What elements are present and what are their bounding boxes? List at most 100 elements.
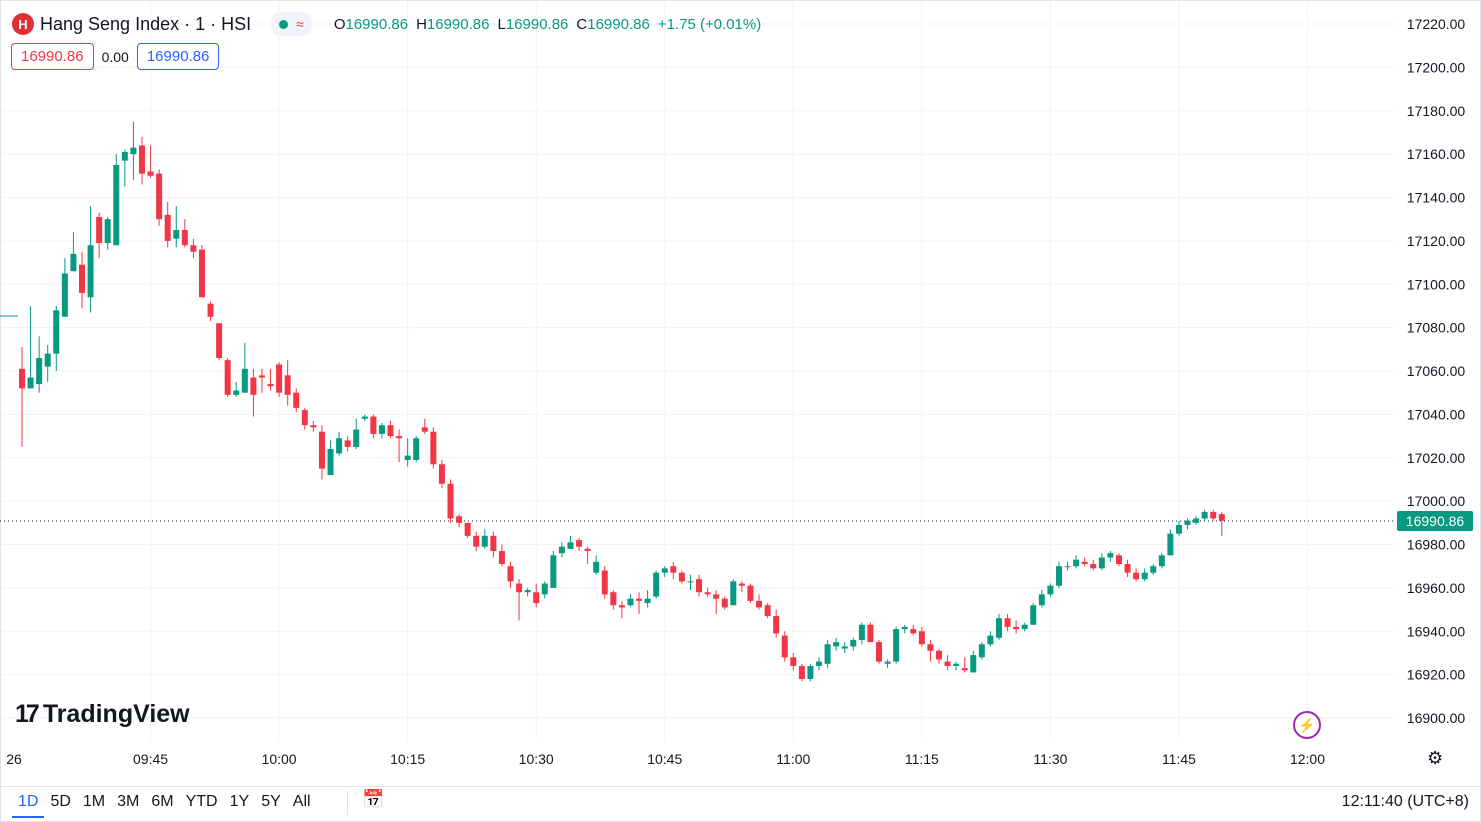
- candle: [353, 418, 360, 450]
- candle-body: [1210, 511, 1217, 519]
- candle: [790, 652, 797, 671]
- range-5d[interactable]: 5D: [50, 793, 71, 810]
- candle-body: [721, 598, 728, 608]
- candle: [318, 425, 325, 480]
- candle-body: [798, 665, 805, 679]
- y-tick-label: 17180.00: [1407, 103, 1466, 119]
- candle: [121, 149, 128, 187]
- candle-body: [576, 540, 583, 547]
- candle-body: [318, 431, 325, 469]
- candle: [164, 201, 171, 248]
- candle-body: [293, 392, 300, 408]
- range-1y[interactable]: 1Y: [229, 793, 250, 810]
- calendar-icon[interactable]: 📅: [362, 789, 385, 809]
- candle-body: [790, 657, 797, 666]
- x-tick-label: 11:45: [1162, 751, 1196, 767]
- x-tick-label: 11:15: [905, 751, 939, 767]
- candle: [310, 420, 317, 432]
- candle-body: [507, 566, 514, 582]
- range-3m[interactable]: 3M: [117, 793, 140, 810]
- candle-body: [704, 592, 711, 595]
- open-value: 16990.86: [345, 15, 409, 33]
- candle-body: [627, 598, 634, 606]
- candle-body: [310, 425, 317, 428]
- x-axis[interactable]: 26 09:45 10:00 10:15 10:30 10:45 11:00 11:15 11:…: [6, 751, 1325, 767]
- candle: [1055, 561, 1062, 588]
- candle: [533, 583, 540, 608]
- candle: [935, 648, 942, 664]
- range-1d[interactable]: 1D: [12, 793, 45, 818]
- candle: [918, 626, 925, 647]
- x-tick-label: 10:45: [647, 751, 682, 767]
- candle-body: [336, 438, 343, 454]
- candle: [1167, 529, 1174, 556]
- candle: [216, 323, 223, 361]
- candle: [70, 232, 77, 272]
- candle-body: [550, 555, 557, 588]
- candle-body: [258, 375, 265, 378]
- candlestick-chart[interactable]: 16900.00 16920.00 16940.00 16960.00 16980.00…: [0, 0, 1481, 786]
- candle: [413, 436, 420, 463]
- candle: [1064, 561, 1071, 571]
- range-5y[interactable]: 5Y: [261, 793, 281, 810]
- candle-body: [567, 542, 574, 549]
- candle: [1073, 555, 1080, 569]
- gear-icon[interactable]: ⚙: [1427, 748, 1444, 768]
- market-status[interactable]: ≈: [271, 12, 312, 36]
- candle-body: [481, 535, 488, 547]
- candle-body: [678, 572, 685, 582]
- low-label: L: [497, 15, 506, 33]
- candle-body: [490, 535, 497, 552]
- candle-body: [413, 438, 420, 460]
- y-axis[interactable]: 16900.00 16920.00 16940.00 16960.00 16980.00…: [1407, 16, 1466, 726]
- candle: [104, 217, 111, 250]
- candle-body: [216, 323, 223, 358]
- candle-body: [653, 572, 660, 597]
- candle: [1133, 568, 1140, 582]
- lightning-icon[interactable]: ⚡: [1293, 711, 1321, 739]
- x-tick-label: 09:45: [133, 751, 168, 767]
- candle: [173, 206, 180, 248]
- candle: [678, 570, 685, 584]
- candle: [807, 663, 814, 682]
- y-tick-label: 17000.00: [1407, 493, 1466, 509]
- candle: [190, 238, 197, 259]
- candle-body: [961, 668, 968, 671]
- tradingview-logo[interactable]: 17 TradingView: [15, 700, 190, 729]
- candle: [1047, 583, 1054, 597]
- candle: [447, 479, 454, 523]
- candle-body: [130, 147, 137, 155]
- candle-body: [276, 364, 283, 393]
- candle-body: [738, 583, 745, 586]
- candle: [961, 657, 968, 673]
- range-1m[interactable]: 1M: [82, 793, 106, 810]
- candle: [78, 251, 85, 309]
- range-ytd[interactable]: YTD: [185, 793, 218, 810]
- sell-button[interactable]: 16990.86: [11, 43, 94, 70]
- candle: [1193, 516, 1200, 525]
- candle-body: [1167, 533, 1174, 556]
- candle-body: [156, 173, 163, 220]
- candle-body: [1081, 561, 1088, 565]
- clock-timezone[interactable]: 12:11:40 (UTC+8): [1341, 793, 1469, 810]
- candle: [867, 622, 874, 643]
- symbol-title[interactable]: Hang Seng Index · 1 · HSI: [40, 13, 252, 34]
- candle-body: [1218, 514, 1225, 521]
- y-tick-label: 16900.00: [1407, 710, 1466, 726]
- candle: [516, 579, 523, 621]
- candle: [841, 642, 848, 653]
- hsi-logo-icon: H: [12, 13, 34, 35]
- buy-button[interactable]: 16990.86: [136, 43, 220, 70]
- candle-body: [147, 171, 154, 176]
- candle: [207, 301, 214, 322]
- candle: [301, 407, 308, 430]
- range-all[interactable]: All: [292, 793, 311, 810]
- candle: [430, 427, 437, 469]
- y-tick-label: 17120.00: [1407, 233, 1466, 249]
- wave-icon: ≈: [296, 16, 304, 32]
- candle: [610, 590, 617, 610]
- candle: [1124, 559, 1131, 578]
- candle: [576, 537, 583, 552]
- range-6m[interactable]: 6M: [151, 793, 174, 810]
- candle: [336, 431, 343, 456]
